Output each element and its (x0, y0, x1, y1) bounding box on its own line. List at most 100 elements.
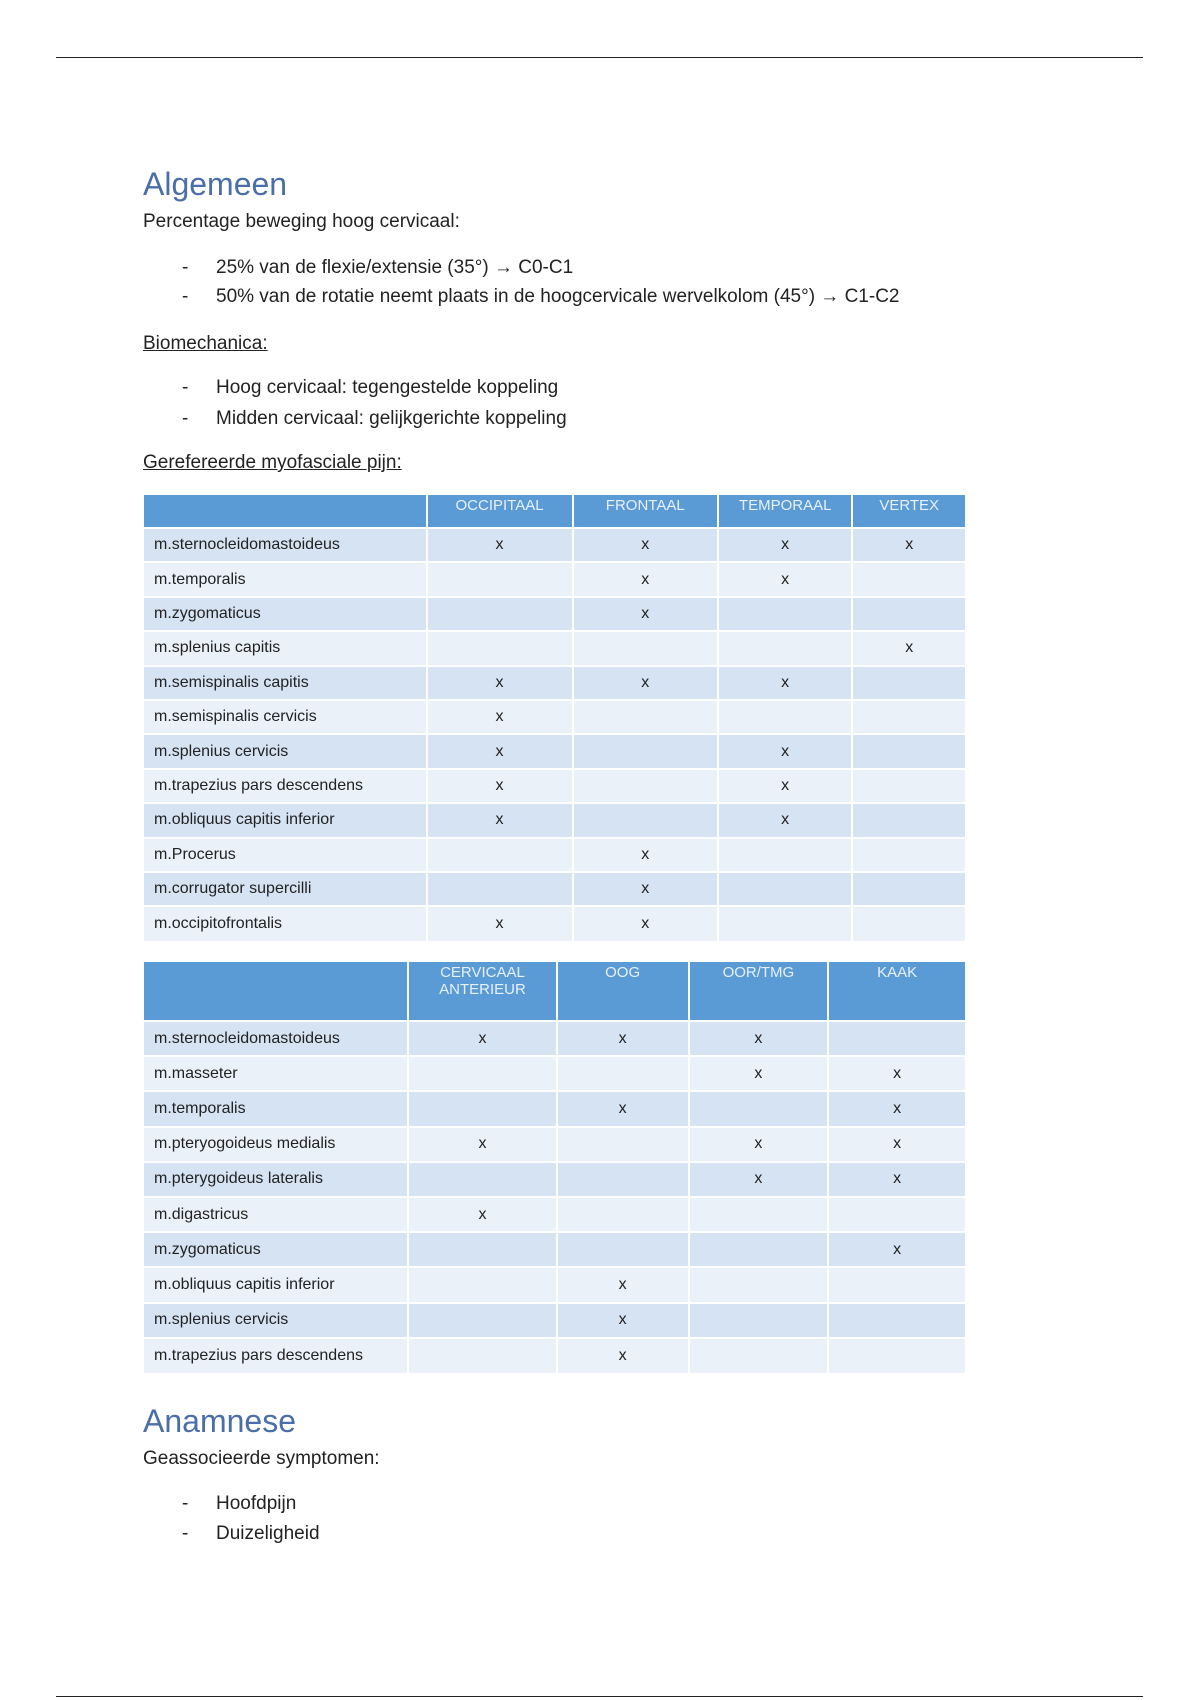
table-row: m.obliquus capitis inferior x x (144, 802, 967, 838)
table-row: m.masseter x x (144, 1055, 967, 1092)
bullet-dash: - (182, 408, 189, 429)
table-row: m.corrugator supercilli x (144, 870, 967, 907)
mark-cell: x (717, 664, 854, 700)
bullet-item: Hoofdpijn (216, 1493, 297, 1514)
empty-cell (852, 836, 967, 872)
row-label: m.Procerus (144, 836, 428, 872)
row-label: m.corrugator supercilli (144, 870, 428, 907)
mark-cell: x (426, 905, 574, 941)
table-row: m.semispinalis capitis x x x (144, 664, 967, 700)
table-row: m.sternocleidomastoideus x x x x (144, 526, 967, 563)
mark-cell: x (572, 526, 719, 563)
mark-cell: x (688, 1125, 830, 1162)
empty-cell (408, 1231, 558, 1268)
mark-cell: x (426, 698, 574, 735)
mark-cell: x (556, 1266, 690, 1303)
table-row: m.zygomaticus x (144, 595, 967, 632)
table-row: m.splenius cervicis x x (144, 733, 967, 769)
row-label: m.splenius cervicis (144, 733, 428, 769)
empty-cell (408, 1336, 558, 1373)
table-row: m.Procerus x (144, 836, 967, 872)
empty-cell (852, 595, 967, 632)
empty-cell (852, 561, 967, 597)
empty-cell (688, 1301, 830, 1338)
row-label: m.occipitofrontalis (144, 905, 428, 941)
heading: Algemeen (143, 166, 288, 202)
mark-cell: x (717, 733, 854, 769)
empty-cell (828, 1266, 967, 1303)
bullet-item: Hoog cervicaal: tegengestelde koppeling (216, 377, 559, 398)
bullet-item: 50% van de rotatie neemt plaats in de ho… (216, 286, 900, 307)
bullet-item: 25% van de flexie/extensie (35°) → C0-C1 (216, 257, 574, 278)
empty-cell (717, 870, 854, 907)
empty-cell (408, 1090, 558, 1127)
empty-cell (556, 1231, 690, 1268)
empty-cell (717, 698, 854, 735)
row-label: m.trapezius pars descendens (144, 767, 428, 804)
mark-cell: x (828, 1055, 967, 1092)
table-row: m.temporalis x x (144, 561, 967, 597)
empty-cell (426, 595, 574, 632)
empty-cell (572, 630, 719, 666)
mark-cell: x (688, 1055, 830, 1092)
header-cell: OCCIPITAAL (426, 495, 574, 528)
paragraph: Percentage beweging hoog cervicaal: (143, 211, 460, 232)
mark-cell: x (556, 1336, 690, 1373)
mark-cell: x (572, 664, 719, 700)
row-label: m.splenius cervicis (144, 1301, 410, 1338)
mark-cell: x (852, 526, 967, 563)
mark-cell: x (688, 1160, 830, 1197)
table-row: m.pterygoideus lateralis x x (144, 1160, 967, 1197)
row-label: m.trapezius pars descendens (144, 1336, 410, 1373)
table-row: m.sternocleidomastoideus x x x (144, 1019, 967, 1057)
mark-cell: x (852, 630, 967, 666)
mark-cell: x (408, 1195, 558, 1233)
empty-cell (572, 767, 719, 804)
empty-cell (556, 1055, 690, 1092)
table-row: m.pteryogoideus medialis x x x (144, 1125, 967, 1162)
mark-cell: x (717, 561, 854, 597)
table-row: m.semispinalis cervicis x (144, 698, 967, 735)
mark-cell: x (717, 802, 854, 838)
mark-cell: x (688, 1019, 830, 1057)
header-cell: OOR/TMG (688, 962, 830, 1021)
mark-cell: x (828, 1125, 967, 1162)
row-label: m.pteryogoideus medialis (144, 1125, 410, 1162)
referral-table: OCCIPITAAL FRONTAAL TEMPORAAL VERTEX m.stern… (144, 495, 967, 941)
mark-cell: x (408, 1019, 558, 1057)
empty-cell (572, 733, 719, 769)
table-row: m.splenius capitis x (144, 630, 967, 666)
row-label: m.pterygoideus lateralis (144, 1160, 410, 1197)
bullet-dash: - (182, 1523, 189, 1544)
row-label: m.digastricus (144, 1195, 410, 1233)
row-label: m.obliquus capitis inferior (144, 802, 428, 838)
empty-cell (426, 630, 574, 666)
empty-cell (688, 1266, 830, 1303)
empty-cell (408, 1055, 558, 1092)
header-row: OCCIPITAAL FRONTAAL TEMPORAAL VERTEX (144, 495, 967, 528)
header-cell: OOG (556, 962, 690, 1021)
bullet-item: Midden cervicaal: gelijkgerichte koppeli… (216, 408, 567, 429)
empty-cell (717, 836, 854, 872)
bullet-dash: - (182, 1493, 189, 1514)
empty-cell (717, 595, 854, 632)
mark-cell: x (556, 1019, 690, 1057)
empty-cell (556, 1160, 690, 1197)
empty-cell (572, 698, 719, 735)
table-row: m.digastricus x (144, 1195, 967, 1233)
empty-cell (688, 1336, 830, 1373)
empty-cell (828, 1019, 967, 1057)
subheading: Gerefereerde myofasciale pijn: (143, 452, 402, 473)
mark-cell: x (426, 802, 574, 838)
row-label: m.zygomaticus (144, 1231, 410, 1268)
table-row: m.obliquus capitis inferior x (144, 1266, 967, 1303)
empty-cell (426, 561, 574, 597)
header-rule (56, 57, 1143, 58)
header-cell: VERTEX (852, 495, 967, 528)
bullet-dash: - (182, 377, 189, 398)
table-row: m.zygomaticus x (144, 1231, 967, 1268)
mark-cell: x (426, 767, 574, 804)
table-row: m.trapezius pars descendens x x (144, 767, 967, 804)
header-cell (144, 495, 428, 528)
table-row: m.occipitofrontalis x x (144, 905, 967, 941)
